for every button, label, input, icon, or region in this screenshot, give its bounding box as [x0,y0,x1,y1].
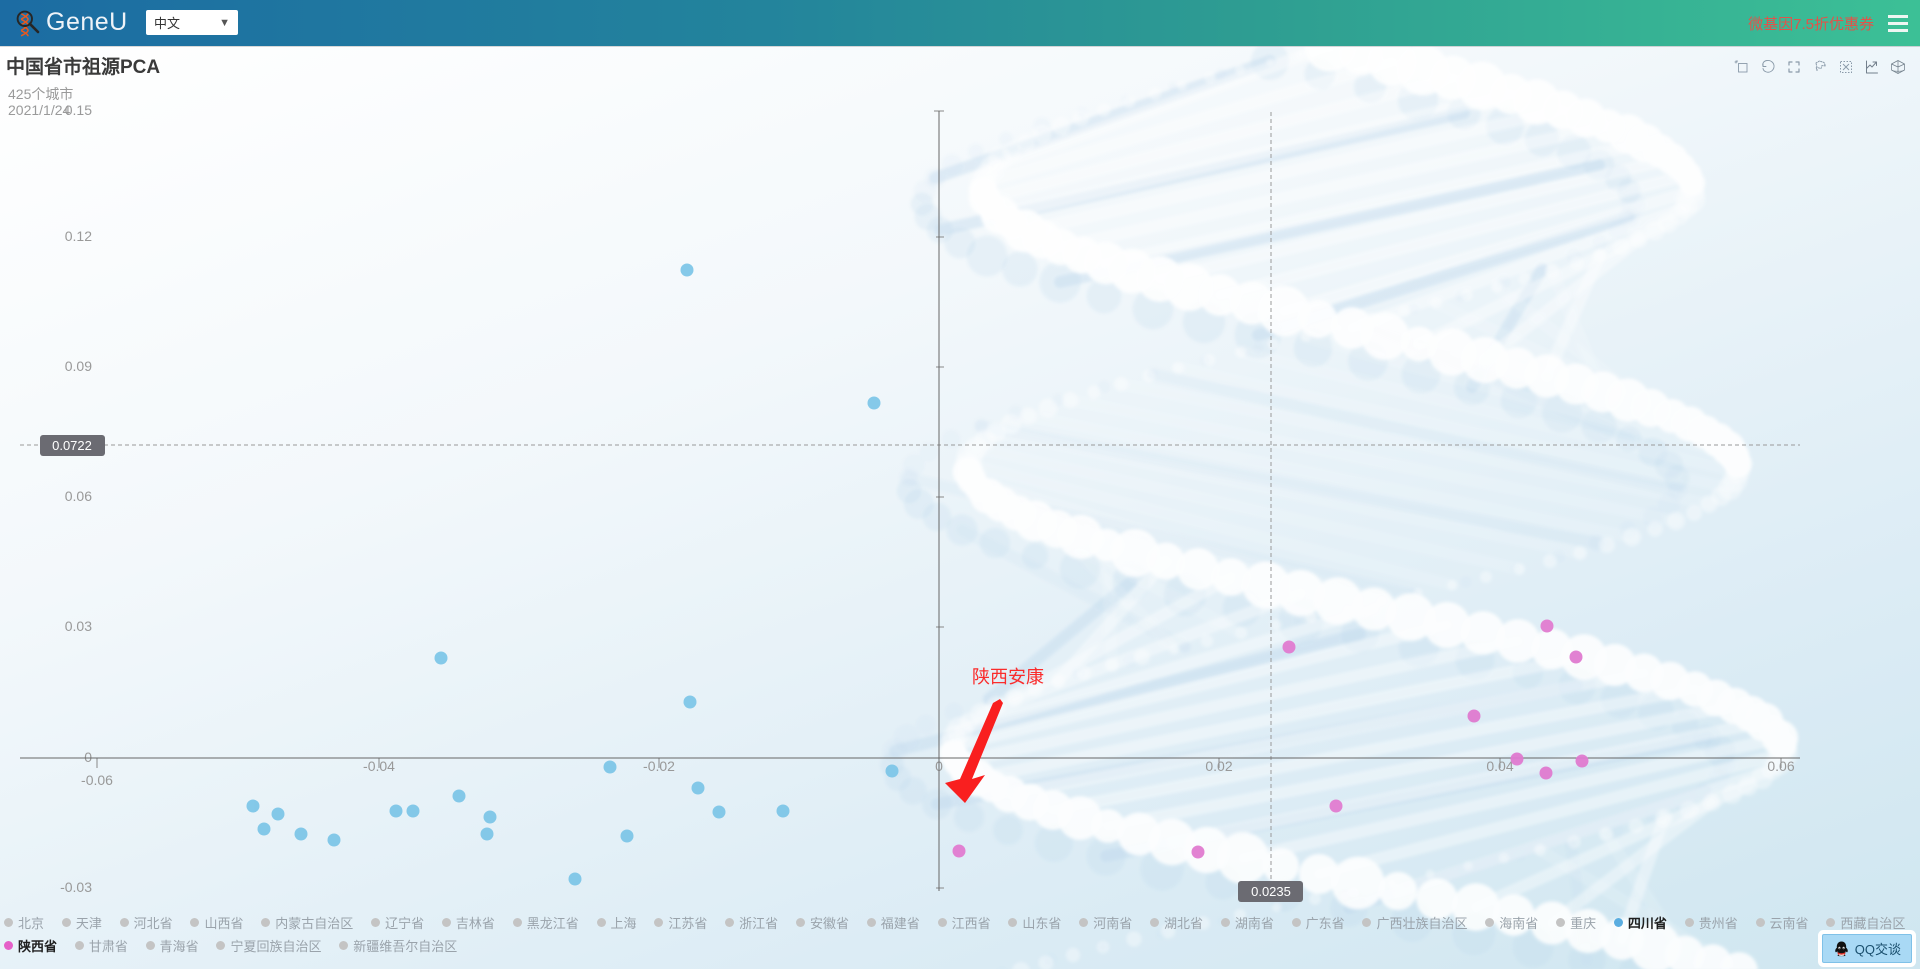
svg-text:0.15: 0.15 [65,102,92,118]
svg-text:0.0722: 0.0722 [52,438,92,453]
svg-text:0.12: 0.12 [65,228,92,244]
svg-text:0.04: 0.04 [1486,758,1513,774]
svg-text:0.06: 0.06 [65,488,92,504]
svg-text:陕西安康: 陕西安康 [972,667,1044,687]
svg-text:0.06: 0.06 [1767,758,1794,774]
svg-text:-0.03: -0.03 [60,879,92,895]
svg-text:-0.06: -0.06 [81,772,113,788]
svg-text:0.03: 0.03 [65,618,92,634]
svg-text:0.09: 0.09 [65,358,92,374]
svg-text:0.02: 0.02 [1205,758,1232,774]
svg-text:0.0235: 0.0235 [1251,884,1291,899]
svg-text:-0.02: -0.02 [643,758,675,774]
svg-text:0: 0 [84,749,92,765]
svg-text:-0.04: -0.04 [363,758,395,774]
